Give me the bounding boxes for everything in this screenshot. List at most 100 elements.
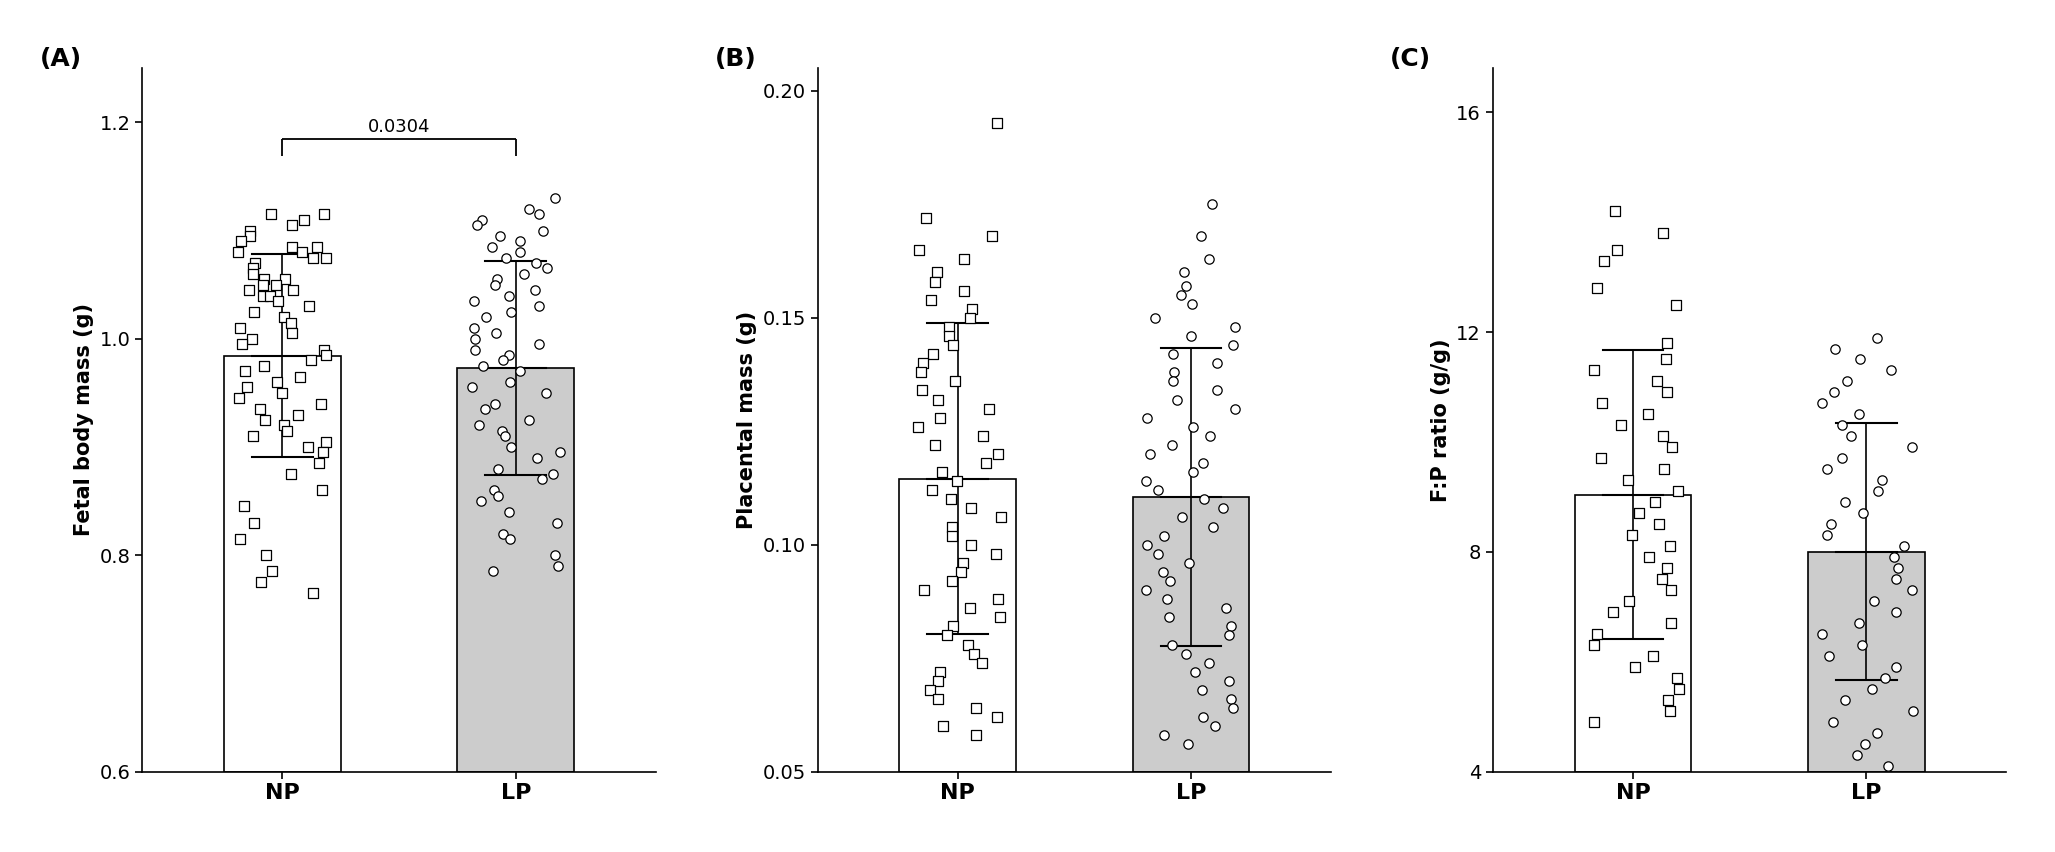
Point <box>481 462 514 475</box>
Point <box>292 440 325 454</box>
Point <box>296 586 329 600</box>
Point <box>308 343 341 356</box>
Point <box>222 245 255 259</box>
Point <box>906 356 939 370</box>
Point <box>1646 227 1679 240</box>
Point <box>458 343 491 356</box>
Point <box>475 240 508 254</box>
Point <box>1841 748 1874 762</box>
Point <box>1654 616 1687 630</box>
Point <box>1173 556 1206 570</box>
Point <box>1650 337 1683 350</box>
Point <box>960 701 993 715</box>
Point <box>1656 440 1689 454</box>
Point <box>230 381 263 394</box>
Y-axis label: F:P ratio (g/g): F:P ratio (g/g) <box>1430 338 1451 502</box>
Point <box>508 267 540 280</box>
Point <box>958 647 991 660</box>
Point <box>518 283 551 296</box>
Point <box>1217 701 1249 715</box>
Point <box>1188 711 1221 724</box>
Point <box>460 218 493 232</box>
Point <box>512 202 545 216</box>
Point <box>1860 331 1893 344</box>
Text: (C): (C) <box>1389 47 1430 72</box>
Point <box>224 234 257 248</box>
Point <box>234 229 267 243</box>
Point <box>265 386 298 400</box>
Point <box>954 311 986 325</box>
Point <box>479 397 512 411</box>
Text: 0.0304: 0.0304 <box>368 118 429 136</box>
Point <box>226 337 259 351</box>
Point <box>1845 638 1878 652</box>
Point <box>1650 353 1683 366</box>
Point <box>485 424 518 438</box>
Point <box>941 475 974 488</box>
Point <box>1856 682 1889 696</box>
Text: (B): (B) <box>715 47 756 72</box>
Point <box>1178 420 1210 434</box>
Point <box>1817 716 1850 729</box>
Point <box>1153 611 1186 625</box>
Point <box>1847 507 1880 521</box>
Point <box>530 386 563 400</box>
Point <box>249 359 282 372</box>
Point <box>908 584 941 597</box>
Point <box>951 637 984 651</box>
Point <box>522 300 555 314</box>
Point <box>247 278 279 291</box>
Point <box>275 283 308 296</box>
Point <box>1192 252 1225 266</box>
Point <box>493 348 526 362</box>
Point <box>980 547 1013 561</box>
Point <box>1576 364 1609 377</box>
Point <box>1882 561 1915 575</box>
Point <box>1813 649 1845 663</box>
Point <box>1597 606 1630 619</box>
Point <box>469 310 501 324</box>
Point <box>1173 329 1206 343</box>
Point <box>982 592 1015 606</box>
Point <box>271 424 304 438</box>
Point <box>302 457 335 470</box>
Point <box>466 359 499 372</box>
Point <box>520 451 553 464</box>
Point <box>1632 550 1665 564</box>
Point <box>259 278 292 291</box>
Point <box>477 565 510 579</box>
Point <box>483 229 516 243</box>
Point <box>495 440 528 454</box>
Point <box>1212 629 1245 642</box>
Point <box>923 665 956 678</box>
Point <box>255 208 288 222</box>
Point <box>1155 438 1188 452</box>
Point <box>1810 463 1843 476</box>
Point <box>1130 475 1163 488</box>
Point <box>1188 492 1221 506</box>
Point <box>526 224 559 238</box>
Point <box>1654 584 1687 597</box>
Point <box>954 538 986 551</box>
Point <box>1880 660 1913 674</box>
Point <box>1897 705 1930 718</box>
Point <box>1161 393 1194 406</box>
Point <box>238 256 271 270</box>
Point <box>253 289 286 302</box>
Point <box>1165 510 1198 524</box>
Point <box>921 393 954 406</box>
Point <box>1130 411 1163 424</box>
Point <box>902 243 935 256</box>
Point <box>1171 738 1204 751</box>
Point <box>982 447 1015 461</box>
Point <box>1601 243 1634 256</box>
Point <box>1175 297 1208 311</box>
Point <box>976 229 1009 243</box>
Point <box>538 549 571 562</box>
Point <box>245 575 277 589</box>
Point <box>1819 342 1852 355</box>
Point <box>1886 539 1919 553</box>
Point <box>1212 674 1245 688</box>
Point <box>935 520 968 533</box>
Point <box>275 316 308 330</box>
